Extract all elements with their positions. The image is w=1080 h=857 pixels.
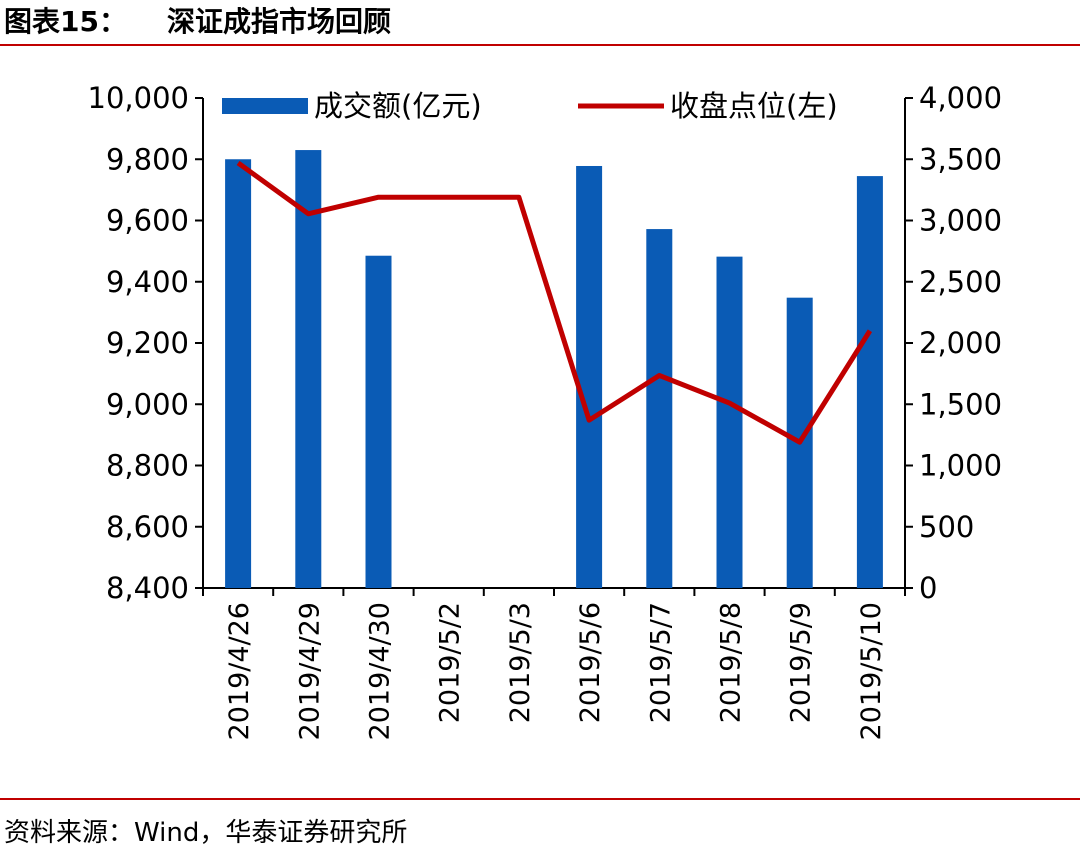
x-tick-label: 2019/5/3 bbox=[505, 602, 536, 723]
figure-label: 图表15： bbox=[4, 5, 127, 38]
left-tick-label: 9,000 bbox=[106, 387, 189, 421]
left-tick-label: 9,400 bbox=[106, 265, 189, 299]
left-tick-label: 9,800 bbox=[106, 142, 189, 176]
legend-line-label: 收盘点位(左) bbox=[670, 89, 838, 123]
right-tick-label: 1,000 bbox=[919, 449, 1002, 483]
legend-bar-swatch bbox=[222, 98, 308, 114]
left-tick-label: 9,600 bbox=[106, 204, 189, 238]
close-line bbox=[236, 160, 873, 445]
left-tick-label: 8,400 bbox=[106, 571, 189, 605]
x-tick-label: 2019/4/29 bbox=[294, 602, 325, 740]
bar bbox=[576, 165, 603, 589]
bar bbox=[295, 150, 322, 588]
right-tick-label: 1,500 bbox=[919, 387, 1002, 421]
figure-title-text: 深证成指市场回顾 bbox=[166, 5, 391, 38]
x-tick-label: 2019/5/9 bbox=[786, 602, 817, 723]
right-tick-label: 3,000 bbox=[919, 204, 1002, 238]
right-tick-label: 2,000 bbox=[919, 326, 1002, 360]
x-tick-label: 2019/5/7 bbox=[645, 602, 676, 723]
legend-bar-label: 成交额(亿元) bbox=[314, 89, 482, 123]
x-tick-label: 2019/4/26 bbox=[224, 602, 255, 740]
left-tick-label: 8,600 bbox=[106, 510, 189, 544]
bar bbox=[716, 256, 743, 588]
top-rule bbox=[0, 44, 1080, 46]
left-tick-label: 8,800 bbox=[106, 449, 189, 483]
bar bbox=[856, 176, 883, 588]
chart: 8,400 8,600 8,800 9,000 9,200 9,400 9,600 9,800… bbox=[88, 81, 1003, 740]
x-tick-label: 2019/4/30 bbox=[365, 602, 396, 740]
right-tick-label: 4,000 bbox=[919, 81, 1002, 115]
bar bbox=[646, 229, 673, 588]
source-note: 资料来源：Wind，华泰证券研究所 bbox=[4, 818, 408, 848]
bottom-rule bbox=[0, 798, 1080, 800]
right-tick-label: 0 bbox=[919, 571, 937, 605]
left-tick-label: 10,000 bbox=[88, 81, 189, 115]
bar bbox=[225, 159, 252, 588]
right-tick-label: 500 bbox=[919, 510, 974, 544]
figure-title: 图表15： 深证成指市场回顾 bbox=[4, 2, 391, 42]
x-tick-label: 2019/5/8 bbox=[716, 602, 747, 723]
right-tick-label: 3,500 bbox=[919, 142, 1002, 176]
right-tick-label: 2,500 bbox=[919, 265, 1002, 299]
x-tick-label: 2019/5/10 bbox=[856, 602, 887, 740]
bar bbox=[365, 255, 392, 588]
x-tick-label: 2019/5/6 bbox=[575, 602, 606, 723]
left-tick-label: 9,200 bbox=[106, 326, 189, 360]
x-tick-label: 2019/5/2 bbox=[435, 602, 466, 723]
